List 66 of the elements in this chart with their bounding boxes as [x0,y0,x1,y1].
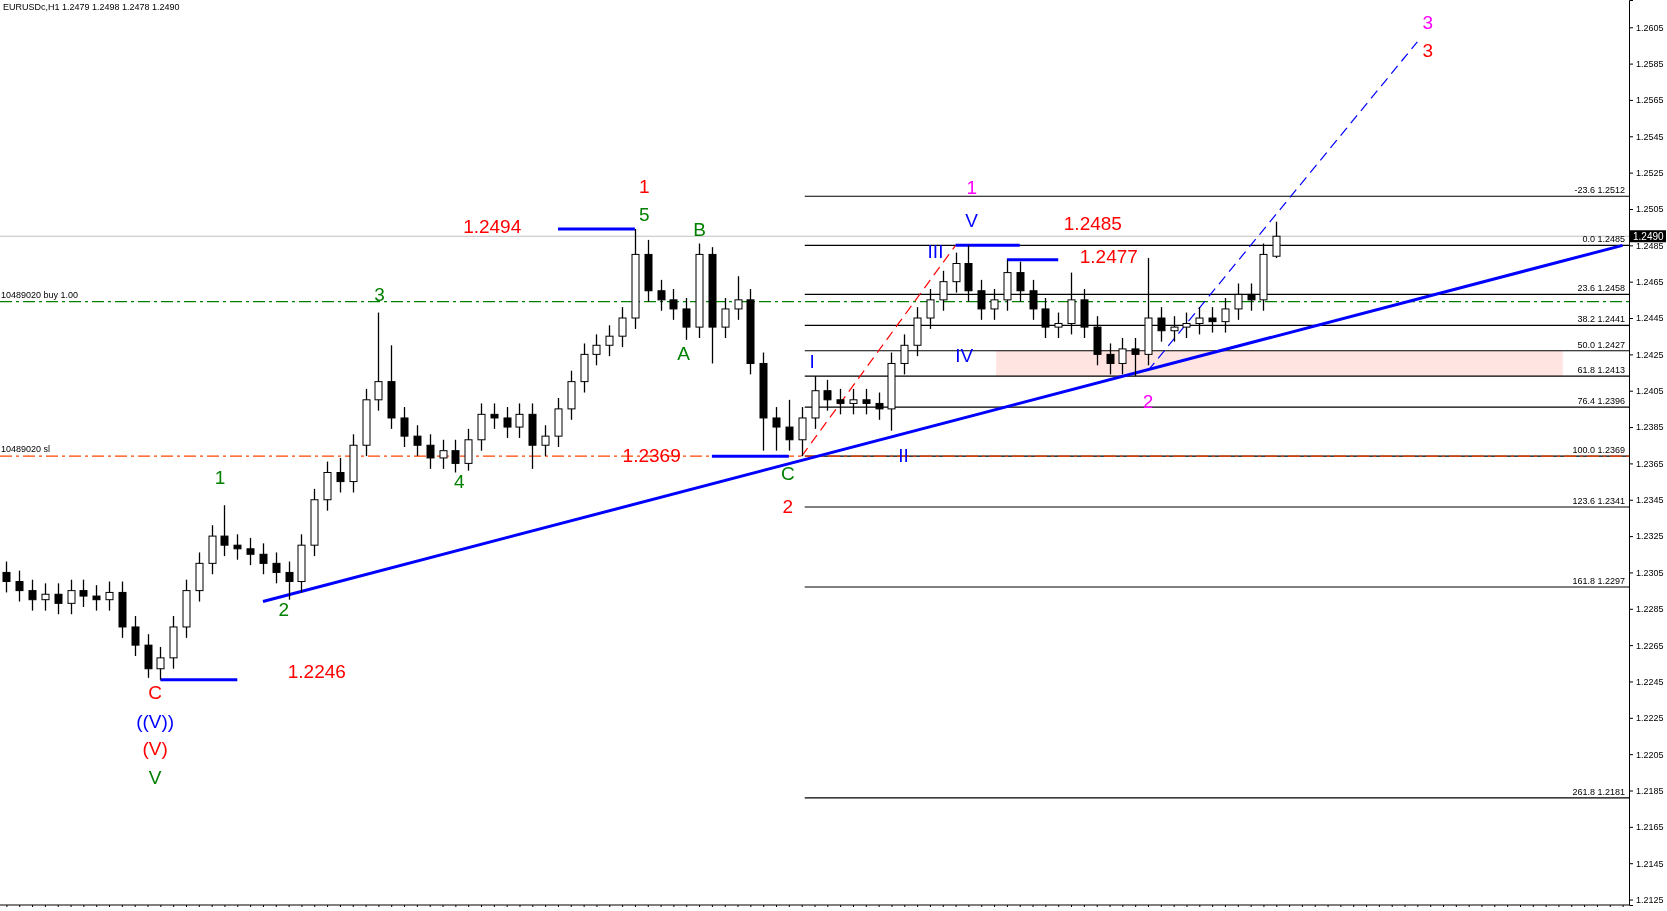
annotation: V [148,767,162,789]
annotation: 2 [1142,390,1154,412]
annotation: 1 [966,177,977,199]
y-tick-label: 1.2305 [1636,567,1664,578]
annotation: 1.2246 [287,660,346,682]
y-tick-label: 1.2245 [1636,676,1664,687]
ref-line-label: 10489020 buy 1.00 [1,289,79,300]
annotation: 5 [638,203,650,225]
annotation: 2 [278,599,290,621]
y-tick-label: 1.2125 [1636,894,1664,905]
y-tick-label: 1.2465 [1636,277,1664,288]
y-tick-label: 1.2525 [1636,168,1664,179]
annotation: 3 [1422,12,1434,34]
ref-line-label: -23.6 1.2512 [1574,185,1625,196]
y-tick-label: 1.2325 [1636,531,1664,542]
ref-line-label: 38.2 1.2441 [1577,314,1625,325]
annotation: C [148,682,163,704]
ref-line-label: 50.0 1.2427 [1577,339,1625,350]
annotation: III [927,240,944,262]
y-tick-label: 1.2205 [1636,749,1664,760]
y-tick-label: 1.2385 [1636,422,1664,433]
ref-line-label: 61.8 1.2413 [1577,365,1625,376]
ref-line-label: 100.0 1.2369 [1572,445,1625,456]
y-tick-label: 1.2345 [1636,495,1664,506]
ref-line-label: 261.8 1.2181 [1572,786,1625,797]
ref-line-label: 1.2490 [1633,231,1665,243]
annotation: IV [955,345,974,367]
annotation: 1.2477 [1079,246,1138,268]
annotation: 1.2485 [1063,213,1122,235]
annotation: 1 [638,176,650,198]
y-tick-label: 1.2405 [1636,386,1664,397]
annotation: I [809,351,815,373]
annotation: B [693,218,706,240]
y-tick-label: 1.2165 [1636,822,1664,833]
y-tick-label: 1.2445 [1636,313,1664,324]
annotation: 4 [453,470,465,492]
chart-title: EURUSDc,H1 1.2479 1.2498 1.2478 1.2490 [3,2,180,12]
annotation: (V) [142,738,168,760]
annotation: V [965,210,979,232]
ref-line-label: 161.8 1.2297 [1572,575,1625,586]
ref-line-label: 76.4 1.2396 [1577,396,1625,407]
annotation: C [780,463,795,485]
y-tick-label: 1.2365 [1636,458,1664,469]
annotation: 3 [1422,39,1434,61]
y-tick-label: 1.2505 [1636,204,1664,215]
y-tick-label: 1.2265 [1636,640,1664,651]
y-tick-label: 1.2485 [1636,240,1664,251]
y-tick-label: 1.2565 [1636,95,1664,106]
y-tick-label: 1.2545 [1636,131,1664,142]
annotation: 1 [214,467,226,489]
y-tick-label: 1.2145 [1636,858,1664,869]
annotation: A [677,342,691,364]
ref-line-label: 123.6 1.2341 [1572,496,1625,507]
y-tick-label: 1.2425 [1636,349,1664,360]
y-tick-label: 1.2185 [1636,785,1664,796]
annotation: 1.2494 [463,216,522,238]
annotation: 2 [782,496,794,518]
annotation: 3 [374,284,385,306]
y-tick-label: 1.2585 [1636,58,1664,69]
ref-line-label: 23.6 1.2458 [1577,283,1625,294]
y-tick-label: 1.2225 [1636,713,1664,724]
annotation: ((V)) [136,710,175,732]
ref-line-label: 0.0 1.2485 [1582,234,1625,245]
y-tick-label: 1.2285 [1636,604,1664,615]
y-tick-label: 1.2605 [1636,22,1664,33]
ref-line-label: 10489020 sl [1,444,51,455]
